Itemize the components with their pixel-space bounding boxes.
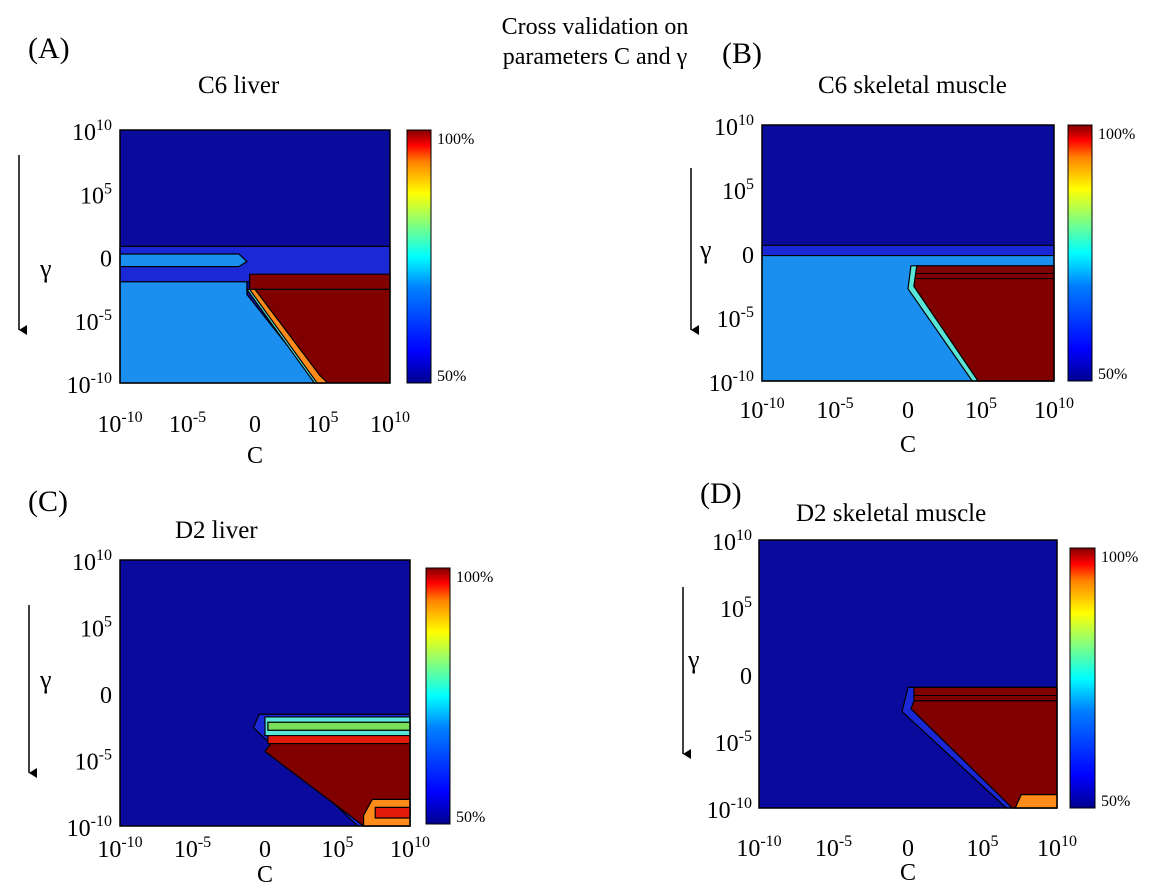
heatmap-frame — [119, 559, 411, 827]
y-tick-label: 10-5 — [75, 307, 112, 336]
figure-title-line-2: parameters C and γ — [502, 44, 688, 70]
panel-label-a: (A) — [28, 32, 70, 65]
x-tick-label: 1010 — [390, 834, 430, 863]
y-tick-label: 0 — [100, 683, 112, 709]
x-axis-label: C — [900, 860, 916, 886]
y-tick-label: 1010 — [712, 527, 752, 556]
heatmap-frame — [119, 129, 391, 384]
y-axis-label: γ — [687, 645, 700, 674]
x-tick-label: 1010 — [370, 409, 410, 438]
x-tick-label: 0 — [259, 837, 271, 863]
heatmap-corner-red — [374, 806, 411, 819]
x-tick-label: 10-5 — [816, 395, 853, 424]
x-tick-label: 105 — [322, 834, 354, 863]
y-tick-label: 10-5 — [715, 728, 752, 757]
x-axis-label: C — [247, 443, 263, 469]
heatmap-panel-b: 100% 50% 10-10 10-5 0 105 1010 C 1010 105 0 10-5 10-… — [690, 112, 1135, 458]
x-axis-label: C — [900, 432, 916, 458]
colorbar — [425, 567, 451, 825]
y-axis-label: γ — [39, 254, 52, 283]
x-tick-label: 10-5 — [169, 409, 206, 438]
panel-title-b: C6 skeletal muscle — [818, 72, 1007, 99]
heatmap-corner-orange — [1014, 793, 1058, 809]
figure-title: Cross validation on parameters C and γ — [450, 12, 740, 72]
panel-label-c: (C) — [28, 485, 68, 518]
heatmap-band-inner — [119, 253, 248, 268]
colorbar-label-top: 100% — [437, 131, 474, 148]
x-tick-label: 1010 — [1034, 395, 1074, 424]
heatmap-top-strip — [913, 686, 1058, 702]
y-tick-label: 10-10 — [709, 368, 754, 397]
panel-label-b: (B) — [722, 37, 762, 70]
x-tick-label: 10-10 — [736, 833, 781, 862]
y-tick-label: 10-10 — [67, 370, 112, 399]
x-tick-label: 0 — [249, 412, 261, 438]
heatmap-top-strip — [249, 273, 391, 290]
panel-title-a: C6 liver — [198, 72, 280, 99]
y-tick-label: 105 — [722, 176, 754, 205]
x-tick-label: 0 — [902, 836, 914, 862]
y-tick-label: 0 — [100, 247, 112, 273]
figure-title-line-1: Cross validation on — [501, 14, 689, 40]
y-tick-label: 105 — [80, 180, 112, 209]
x-tick-label: 105 — [307, 409, 339, 438]
colorbar — [406, 129, 432, 384]
colorbar-label-top: 100% — [1098, 126, 1135, 143]
colorbar — [1067, 124, 1093, 382]
y-tick-label: 105 — [720, 594, 752, 623]
colorbar-label-top: 100% — [1101, 549, 1138, 566]
panel-title-c: D2 liver — [175, 517, 258, 544]
x-tick-label: 1010 — [1037, 833, 1077, 862]
heatmap-frame — [761, 124, 1055, 382]
y-tick-label: 1010 — [714, 112, 754, 141]
colorbar-label-bottom: 50% — [1098, 366, 1127, 383]
y-tick-label: 1010 — [72, 117, 112, 146]
heatmap-frame — [758, 539, 1058, 809]
y-tick-label: 1010 — [72, 547, 112, 576]
heatmap-contour-red — [267, 734, 411, 745]
heatmap-contour-green — [267, 721, 411, 731]
x-tick-label: 10-5 — [815, 833, 852, 862]
x-tick-label: 10-5 — [174, 834, 211, 863]
y-tick-label: 10-10 — [707, 795, 752, 824]
y-tick-label: 0 — [742, 243, 754, 269]
x-tick-label: 10-10 — [97, 834, 142, 863]
y-axis-label: γ — [39, 665, 52, 694]
x-tick-label: 10-10 — [739, 395, 784, 424]
panel-label-d: (D) — [700, 477, 742, 510]
colorbar — [1069, 547, 1096, 809]
heatmap-panel-d: 100% 50% 10-10 10-5 0 105 1010 C 1010 105 0 10-5 10-… — [682, 527, 1138, 886]
x-tick-label: 10-10 — [97, 409, 142, 438]
y-tick-label: 10-10 — [67, 813, 112, 842]
panel-title-d: D2 skeletal muscle — [796, 500, 987, 527]
colorbar-label-top: 100% — [456, 569, 493, 586]
x-tick-label: 105 — [965, 395, 997, 424]
y-axis-label: γ — [699, 235, 712, 264]
colorbar-label-bottom: 50% — [456, 809, 485, 826]
colorbar-label-bottom: 50% — [437, 368, 466, 385]
y-tick-label: 105 — [80, 614, 112, 643]
x-tick-label: 0 — [902, 398, 914, 424]
heatmap-panel-c: 100% 50% 10-10 10-5 0 105 1010 C 1010 105 0 10-5 10-… — [28, 547, 493, 888]
colorbar-label-bottom: 50% — [1101, 793, 1130, 810]
y-tick-label: 0 — [740, 664, 752, 690]
y-tick-label: 10-5 — [75, 747, 112, 776]
heatmap-band — [761, 244, 1055, 257]
heatmap-panel-a: 100% 50% 10-10 10-5 0 105 1010 C 1010 105 0 10-5 10-… — [18, 117, 474, 469]
y-tick-label: 10-5 — [717, 304, 754, 333]
x-axis-label: C — [257, 862, 273, 888]
x-tick-label: 105 — [967, 833, 999, 862]
